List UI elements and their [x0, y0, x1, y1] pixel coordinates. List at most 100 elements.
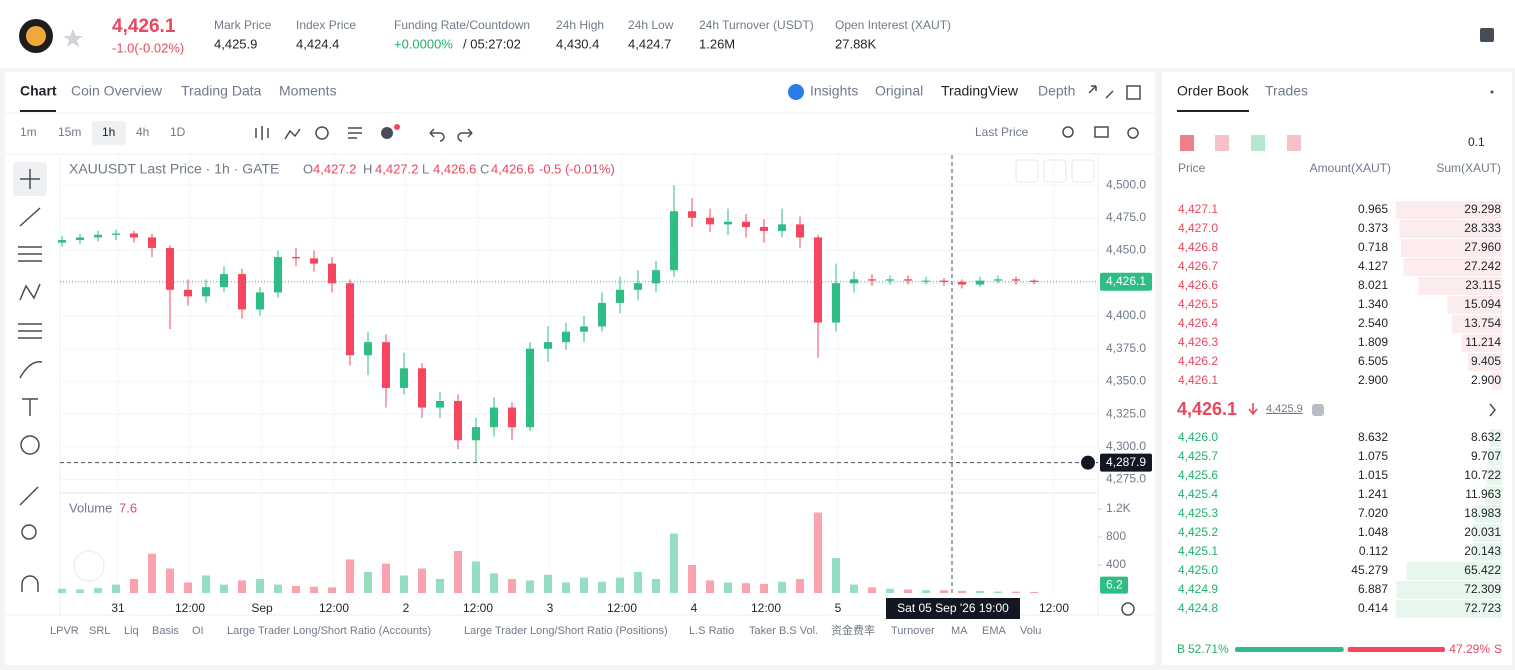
- ob-price[interactable]: 4,424.8: [1178, 601, 1218, 615]
- indicator-tab[interactable]: LPVR: [50, 625, 79, 637]
- ohlc-legend: -0.5 (-0.01%): [539, 161, 615, 176]
- indicator-tab[interactable]: L.S Ratio: [689, 625, 734, 637]
- indicator-tab[interactable]: SRL: [89, 625, 110, 637]
- ob-price[interactable]: 4,425.6: [1178, 468, 1218, 482]
- layout-icon[interactable]: [1126, 85, 1141, 100]
- text-tool[interactable]: [22, 398, 38, 416]
- view-tab[interactable]: Insights: [810, 83, 858, 99]
- ob-amount: 0.112: [1359, 544, 1388, 558]
- reset-button[interactable]: [1071, 159, 1095, 183]
- magnet-tool[interactable]: [21, 575, 39, 592]
- candle-type-icon[interactable]: [255, 126, 269, 140]
- ob-price[interactable]: 4,426.7: [1178, 259, 1218, 273]
- view-bids[interactable]: [1251, 135, 1265, 151]
- crosshair-tool[interactable]: [20, 169, 40, 189]
- search-icon[interactable]: [1062, 126, 1074, 138]
- ob-price[interactable]: 4,425.0: [1178, 563, 1218, 577]
- pattern-tool[interactable]: [19, 283, 41, 301]
- lines-tool[interactable]: [18, 246, 42, 262]
- view-tab[interactable]: Depth: [1038, 83, 1075, 99]
- view-tab[interactable]: Original: [875, 83, 923, 99]
- indicator-tab[interactable]: Liq: [124, 625, 139, 637]
- ob-price[interactable]: 4,424.9: [1178, 582, 1218, 596]
- zoom-tool[interactable]: [21, 524, 37, 540]
- indicator-tab[interactable]: 资金费率: [831, 623, 875, 637]
- interval[interactable]: 4h: [136, 125, 149, 139]
- indicator-icon[interactable]: [284, 128, 301, 140]
- mid-arrow[interactable]: [1489, 403, 1496, 417]
- ob-price[interactable]: 4,426.6: [1178, 278, 1218, 292]
- header-menu-icon[interactable]: [1480, 28, 1494, 42]
- sell-ratio-bar: [1347, 647, 1445, 652]
- interval[interactable]: 15m: [58, 125, 81, 139]
- view-mode[interactable]: [1287, 135, 1301, 151]
- ob-amount: 2.900: [1358, 373, 1388, 387]
- candle-body: [436, 401, 444, 408]
- indicator-tab[interactable]: MA: [951, 625, 968, 637]
- volume-tick-label: 400: [1106, 557, 1126, 571]
- more-dot[interactable]: [1490, 90, 1494, 94]
- ob-price[interactable]: 4,426.2: [1178, 354, 1218, 368]
- ob-tab[interactable]: Trades: [1265, 83, 1308, 99]
- replay-icon[interactable]: [315, 126, 329, 140]
- indicator-tab[interactable]: Basis: [152, 625, 179, 637]
- fullscreen-icon[interactable]: [1088, 85, 1114, 99]
- ob-price[interactable]: 4,426.3: [1178, 335, 1218, 349]
- ob-tab[interactable]: Order Book: [1177, 83, 1250, 99]
- x-tick-label: Sep: [251, 601, 273, 615]
- indicator-tab[interactable]: Turnover: [891, 625, 935, 637]
- crosshair-add[interactable]: [1081, 455, 1095, 470]
- chart-tab[interactable]: Chart: [20, 83, 57, 99]
- collapse-button[interactable]: [1043, 159, 1067, 183]
- indicator-tab[interactable]: Large Trader Long/Short Ratio (Accounts): [227, 625, 431, 637]
- chart-tab[interactable]: Moments: [279, 83, 337, 99]
- ob-price[interactable]: 4,426.5: [1178, 297, 1218, 311]
- view-both[interactable]: [1180, 135, 1194, 151]
- fib-tool[interactable]: [18, 323, 42, 339]
- ob-price[interactable]: 4,425.4: [1178, 487, 1218, 501]
- ob-price[interactable]: 4,425.2: [1178, 525, 1218, 539]
- ruler-tool[interactable]: [19, 486, 39, 506]
- template-icon[interactable]: [348, 127, 362, 139]
- camera-icon[interactable]: [1094, 126, 1109, 138]
- ohlc-legend: 4,426.6: [491, 161, 534, 176]
- indicator-tab[interactable]: EMA: [982, 625, 1007, 637]
- indicator-tab[interactable]: OI: [192, 625, 204, 637]
- ob-price[interactable]: 4,425.3: [1178, 506, 1218, 520]
- trendline-tool[interactable]: [19, 207, 41, 227]
- ob-price[interactable]: 4,426.4: [1178, 316, 1218, 330]
- indicator-tab[interactable]: Taker B.S Vol.: [749, 625, 818, 637]
- brush-tool[interactable]: [19, 361, 43, 379]
- add-icon[interactable]: [381, 127, 393, 139]
- redo-icon[interactable]: [457, 128, 473, 142]
- settings-icon[interactable]: [1127, 127, 1139, 139]
- chart-tab[interactable]: Trading Data: [181, 83, 262, 99]
- ob-sum: 9.707: [1471, 449, 1501, 463]
- ob-price[interactable]: 4,427.1: [1178, 202, 1218, 216]
- view-tab[interactable]: TradingView: [941, 83, 1019, 99]
- interval[interactable]: 1h: [102, 125, 115, 139]
- candle-body: [238, 274, 246, 310]
- indicator-tab[interactable]: Volu: [1020, 625, 1041, 637]
- ob-price[interactable]: 4,426.8: [1178, 240, 1218, 254]
- ob-price[interactable]: 4,427.0: [1178, 221, 1218, 235]
- price-source[interactable]: Last Price: [975, 125, 1029, 139]
- ob-price[interactable]: 4,425.1: [1178, 544, 1218, 558]
- interval[interactable]: 1D: [170, 125, 186, 139]
- interval[interactable]: 1m: [20, 125, 37, 139]
- favorite-star[interactable]: [63, 29, 83, 47]
- chart-settings[interactable]: [1121, 602, 1135, 616]
- indicator-tab[interactable]: Large Trader Long/Short Ratio (Positions…: [464, 625, 668, 637]
- chart-tab[interactable]: Coin Overview: [71, 83, 163, 99]
- ob-price[interactable]: 4,426.1: [1178, 373, 1218, 387]
- candle-body: [310, 258, 318, 264]
- undo-icon[interactable]: [429, 128, 445, 142]
- ob-sum: 20.031: [1464, 525, 1501, 539]
- volume-bar: [238, 580, 246, 593]
- view-asks[interactable]: [1215, 135, 1229, 151]
- scroll-button[interactable]: [1015, 159, 1039, 183]
- ob-price[interactable]: 4,425.7: [1178, 449, 1218, 463]
- emoji-tool[interactable]: [20, 435, 40, 455]
- ob-price[interactable]: 4,426.0: [1178, 430, 1218, 444]
- ob-precision[interactable]: 0.1: [1468, 135, 1485, 149]
